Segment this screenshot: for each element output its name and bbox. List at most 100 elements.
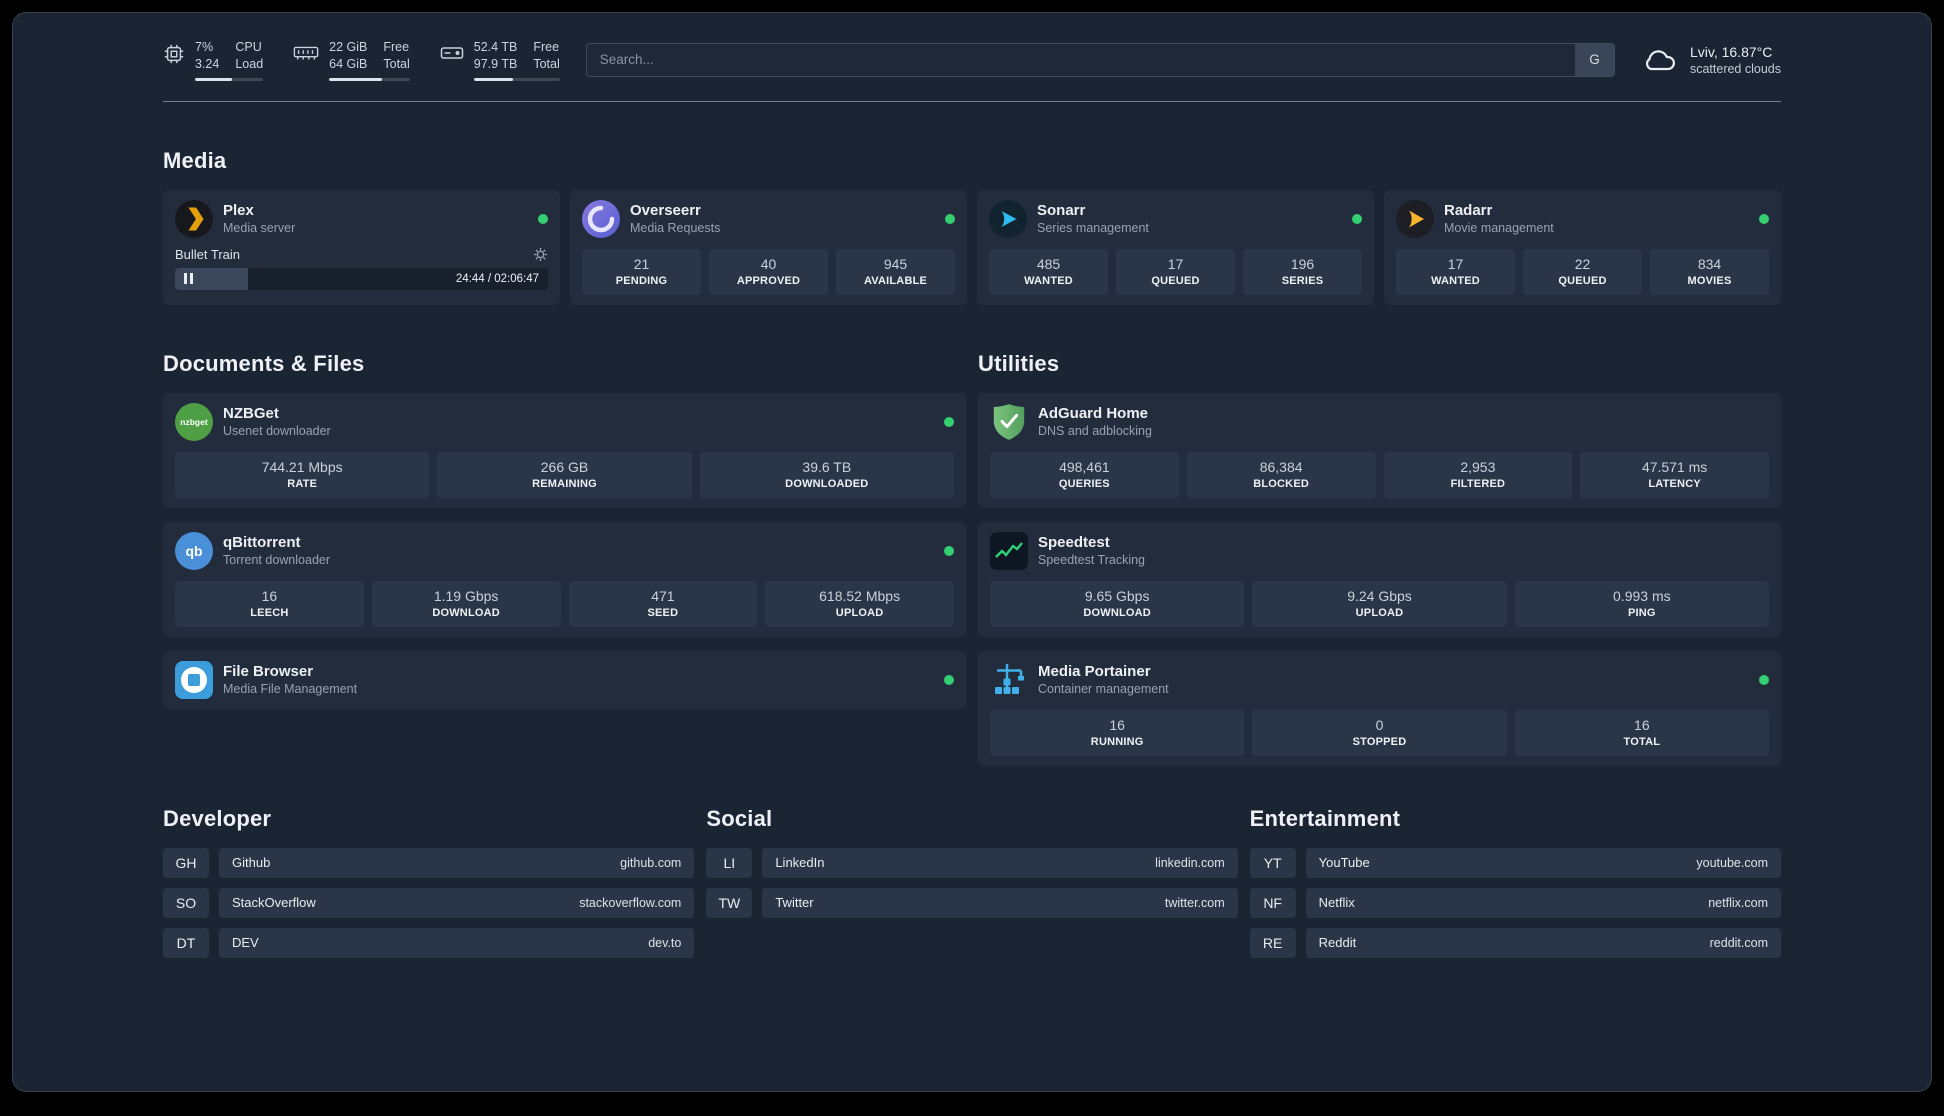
media-section: Plex Media server Bullet Train — [163, 189, 1781, 305]
bookmark-abbr: TW — [706, 887, 753, 918]
bookmark-abbr: NF — [1249, 887, 1296, 918]
search-input[interactable] — [585, 42, 1575, 77]
stat-tile: 618.52 Mbps UPLOAD — [765, 580, 954, 627]
status-dot — [1759, 674, 1769, 685]
bookmark-name: StackOverflow — [232, 895, 316, 911]
bookmark-youtube[interactable]: YT YouTube youtube.com — [1249, 847, 1781, 878]
stat-tile: 945 AVAILABLE — [836, 248, 955, 295]
bookmark-abbr: SO — [163, 887, 209, 918]
plex-icon — [175, 199, 213, 238]
app-name: Media Portainer — [1038, 663, 1151, 681]
stat-tile: 9.65 Gbps DOWNLOAD — [990, 580, 1245, 627]
ram-free-label: Free — [383, 40, 410, 54]
qbittorrent-card[interactable]: qb qBittorrent Torrent downloader 16 — [163, 521, 966, 637]
section-title-social: Social — [706, 805, 773, 831]
bookmark-netflix[interactable]: NF Netflix netflix.com — [1249, 887, 1781, 918]
bookmark-name: Netflix — [1318, 895, 1355, 911]
bookmark-url: netflix.com — [1708, 895, 1768, 910]
ram-icon — [293, 43, 319, 63]
search-engine-button[interactable]: G — [1574, 42, 1615, 77]
bookmark-linkedin[interactable]: LI LinkedIn linkedin.com — [706, 847, 1238, 878]
app-subtitle: Media File Management — [223, 682, 358, 697]
stat-tile: 16 LEECH — [175, 580, 364, 627]
top-bar: 7% 3.24 CPU Load — [13, 13, 1931, 81]
section-title-utilities: Utilities — [978, 350, 1060, 376]
bookmark-url: reddit.com — [1709, 935, 1768, 950]
portainer-card[interactable]: Media Portainer Container management 16 … — [978, 650, 1781, 766]
radarr-card[interactable]: Radarr Movie management 17 WANTED 22 QUE… — [1384, 189, 1781, 305]
cloud-icon — [1641, 46, 1679, 74]
bookmark-name: Twitter — [775, 895, 814, 911]
ram-total: 64 GiB — [329, 56, 368, 71]
overseerr-icon — [582, 199, 620, 238]
bookmark-name: Github — [232, 855, 271, 871]
playback-time: 24:44 / 02:06:47 — [455, 272, 539, 285]
bookmark-name: Reddit — [1318, 935, 1357, 951]
ram-progressbar — [329, 77, 410, 81]
section-title-developer: Developer — [163, 805, 272, 831]
stat-tile: 22 QUEUED — [1523, 248, 1642, 295]
nzbget-card[interactable]: nzbget NZBGet Usenet downloader 744.21 M… — [163, 392, 966, 508]
disk-progressbar — [473, 77, 560, 81]
status-dot — [944, 416, 954, 427]
app-name: Sonarr — [1037, 202, 1086, 220]
bookmark-group-developer: Developer GH Github github.com SO StackOv… — [163, 805, 695, 958]
bookmark-group-social: Social LI LinkedIn linkedin.com TW Twitte… — [706, 805, 1238, 918]
stat-tile: 47.571 ms LATENCY — [1580, 451, 1769, 498]
sonarr-card[interactable]: Sonarr Series management 485 WANTED 17 Q… — [977, 189, 1374, 305]
cpu-loadavg: 3.24 — [195, 56, 220, 71]
app-name: Radarr — [1444, 202, 1493, 220]
stat-tile: 498,461 QUERIES — [990, 451, 1179, 498]
utilities-column: Utilities — [978, 305, 1781, 766]
bookmark-dev[interactable]: DT DEV dev.to — [163, 927, 695, 958]
section-title-media: Media — [163, 147, 227, 173]
disk-metric: 52.4 TB 97.9 TB Free Total — [440, 39, 560, 81]
bookmark-url: twitter.com — [1164, 895, 1225, 910]
cpu-percent: 7% — [195, 40, 214, 54]
bookmark-stackoverflow[interactable]: SO StackOverflow stackoverflow.com — [163, 887, 695, 918]
bookmark-url: dev.to — [648, 935, 682, 950]
sonarr-icon — [989, 199, 1027, 238]
radarr-icon — [1396, 199, 1434, 238]
app-subtitle: Series management — [1037, 221, 1149, 236]
bookmark-reddit[interactable]: RE Reddit reddit.com — [1249, 927, 1781, 958]
bookmark-abbr: RE — [1249, 927, 1296, 958]
player-progressbar[interactable]: 24:44 / 02:06:47 — [175, 267, 548, 290]
section-title-entertainment: Entertainment — [1249, 805, 1401, 831]
bookmark-name: YouTube — [1318, 855, 1370, 871]
app-name: Plex — [223, 202, 254, 220]
app-subtitle: Container management — [1038, 682, 1169, 697]
app-name: File Browser — [223, 663, 314, 681]
ram-free: 22 GiB — [329, 40, 368, 54]
stat-tile: 834 MOVIES — [1650, 248, 1769, 295]
stat-tile: 266 GB REMAINING — [437, 451, 692, 498]
stat-tile: 744.21 Mbps RATE — [175, 451, 430, 498]
system-metrics: 7% 3.24 CPU Load — [163, 39, 560, 81]
stat-tile: 40 APPROVED — [709, 248, 828, 295]
disk-free-label: Free — [533, 40, 560, 54]
settings-icon[interactable] — [533, 247, 548, 262]
app-name: NZBGet — [223, 405, 279, 423]
section-title-documents: Documents & Files — [163, 350, 365, 376]
plex-card[interactable]: Plex Media server Bullet Train — [163, 189, 560, 305]
status-dot — [945, 213, 955, 224]
filebrowser-card[interactable]: File Browser Media File Management — [163, 650, 966, 709]
app-subtitle: Movie management — [1444, 221, 1554, 236]
weather-condition: scattered clouds — [1689, 61, 1781, 76]
stat-tile: 21 PENDING — [582, 248, 701, 295]
app-subtitle: DNS and adblocking — [1038, 424, 1152, 439]
bookmark-url: stackoverflow.com — [579, 895, 682, 910]
adguard-card[interactable]: AdGuard Home DNS and adblocking 498,461 … — [978, 392, 1781, 508]
app-subtitle: Torrent downloader — [223, 553, 331, 568]
bookmark-name: LinkedIn — [775, 855, 825, 871]
bookmark-twitter[interactable]: TW Twitter twitter.com — [706, 887, 1238, 918]
ram-total-label: Total — [383, 56, 410, 71]
disk-total-label: Total — [533, 56, 560, 71]
weather-widget: Lviv, 16.87°C scattered clouds — [1641, 44, 1781, 76]
speedtest-card[interactable]: Speedtest Speedtest Tracking 9.65 Gbps D… — [978, 521, 1781, 637]
overseerr-card[interactable]: Overseerr Media Requests 21 PENDING 40 A… — [570, 189, 967, 305]
status-dot — [538, 213, 548, 224]
pause-icon[interactable] — [184, 273, 193, 285]
bookmark-github[interactable]: GH Github github.com — [163, 847, 695, 878]
app-name: Overseerr — [630, 202, 701, 220]
